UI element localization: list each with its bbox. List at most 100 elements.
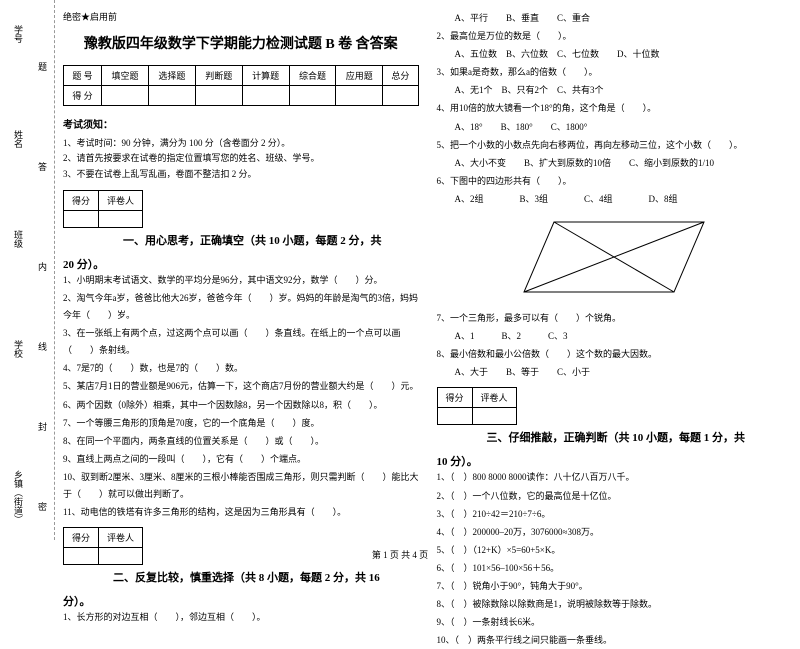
info-item: 2、请首先按要求在试卷的指定位置填写您的姓名、班级、学号。 xyxy=(63,151,419,166)
q-item: A、2组 B、3组 C、4组 D、8组 xyxy=(437,191,793,208)
q-item: A、五位数 B、六位数 C、七位数 D、十位数 xyxy=(437,46,793,63)
score-table: 题 号 填空题 选择题 判断题 计算题 综合题 应用题 总分 得 分 xyxy=(63,65,419,106)
scorer-person: 评卷人 xyxy=(99,528,143,548)
exam-title: 豫教版四年级数学下学期能力检测试题 B 卷 含答案 xyxy=(63,33,419,53)
q-item: 4、（ ）200000–20万，3076000≈308万。 xyxy=(437,524,793,541)
scorer-score: 得分 xyxy=(437,388,472,408)
question-list-2: A、平行 B、垂直 C、重合 2、最高位是万位的数是（ ）。 A、五位数 B、六… xyxy=(437,10,793,208)
td xyxy=(102,86,149,106)
th: 填空题 xyxy=(102,66,149,86)
td xyxy=(383,86,418,106)
exam-info-heading: 考试须知： xyxy=(63,116,419,131)
margin-label-id: 学号 xyxy=(12,25,25,43)
q-item: 2、（ ）一个八位数，它的最高位是十亿位。 xyxy=(437,488,793,505)
td xyxy=(336,86,383,106)
exam-info-list: 1、考试时间：90 分钟，满分为 100 分（含卷面分 2 分）。 2、请首先按… xyxy=(63,136,419,182)
th: 判断题 xyxy=(195,66,242,86)
left-column: 绝密★启用前 豫教版四年级数学下学期能力检测试题 B 卷 含答案 题 号 填空题… xyxy=(63,10,419,540)
seal-char: 答 xyxy=(38,160,47,173)
td xyxy=(148,86,195,106)
th: 应用题 xyxy=(336,66,383,86)
q-item: 9、（ ）一条射线长6米。 xyxy=(437,614,793,631)
scorer-person: 评卷人 xyxy=(99,190,143,210)
question-list-2b: 7、一个三角形，最多可以有（ ）个锐角。 A、1 B、2 C、3 8、最小倍数和… xyxy=(437,310,793,381)
q-item: 8、在同一个平面内，两条直线的位置关系是（ ）或（ ）。 xyxy=(63,433,419,450)
q-item: 1、长方形的对边互相（ ），邻边互相（ ）。 xyxy=(63,609,419,626)
q-item: 2、最高位是万位的数是（ ）。 xyxy=(437,28,793,45)
q-item: 8、最小倍数和最小公倍数（ ）这个数的最大因数。 xyxy=(437,346,793,363)
td xyxy=(195,86,242,106)
q-item: 10、驭到断2厘米、3厘米、8厘米的三根小棒能否围成三角形，则只需判断（ ）能比… xyxy=(63,469,419,503)
seal-char: 密 xyxy=(38,500,47,513)
q-item: 5、把一个小数的小数点先向右移两位，再向左移动三位，这个小数（ ）。 xyxy=(437,137,793,154)
right-column: A、平行 B、垂直 C、重合 2、最高位是万位的数是（ ）。 A、五位数 B、六… xyxy=(437,10,793,540)
section-1-end: 20 分）。 xyxy=(63,259,104,271)
q-item: 6、（ ）101×56–100×56＋56。 xyxy=(437,560,793,577)
q-item: A、无1个 B、只有2个 C、共有3个 xyxy=(437,82,793,99)
section-1-header: 得分评卷人 一、用心思考，正确填空（共 10 小题，每题 2 分，共 xyxy=(63,190,419,248)
q-item: 5、某店7月1日的营业额是906元，估算一下，这个商店7月份的营业额大约是（ ）… xyxy=(63,378,419,395)
td xyxy=(289,86,336,106)
th: 选择题 xyxy=(148,66,195,86)
q-item: 8、（ ）被除数除以除数商是1，说明被除数等于除数。 xyxy=(437,596,793,613)
seal-char: 内 xyxy=(38,260,47,273)
page: 学号 姓名 班级 学校 乡镇（街道） 题 答 内 线 封 密 绝密★启用前 豫教… xyxy=(0,0,800,540)
q-item: 1、（ ）800 8000 8000读作：八十亿八百万八千。 xyxy=(437,469,793,486)
q-item: 3、（ ）210÷42＝210÷7÷6。 xyxy=(437,506,793,523)
th: 综合题 xyxy=(289,66,336,86)
q-item: 6、下图中的四边形共有（ ）。 xyxy=(437,173,793,190)
margin-label-town: 乡镇（街道） xyxy=(12,470,25,524)
section-3-end: 10 分）。 xyxy=(437,456,478,468)
q-item: A、1 B、2 C、3 xyxy=(437,328,793,345)
scorer-person: 评卷人 xyxy=(472,388,516,408)
secret-label: 绝密★启用前 xyxy=(63,10,419,23)
info-item: 1、考试时间：90 分钟，满分为 100 分（含卷面分 2 分）。 xyxy=(63,136,419,151)
margin-label-class: 班级 xyxy=(12,230,25,248)
th: 总分 xyxy=(383,66,418,86)
seal-char: 封 xyxy=(38,420,47,433)
rhombus-diagram xyxy=(504,212,724,302)
td xyxy=(437,408,472,425)
q-item: 9、直线上两点之间的一段叫（ ），它有（ ）个端点。 xyxy=(63,451,419,468)
section-1-title: 一、用心思考，正确填空（共 10 小题，每题 2 分，共 xyxy=(123,235,382,247)
q-item: 7、一个等腰三角形的顶角是70度，它的一个底角是（ ）度。 xyxy=(63,415,419,432)
q-item: A、大小不变 B、扩大到原数的10倍 C、缩小到原数的1/10 xyxy=(437,155,793,172)
scorer-box: 得分评卷人 xyxy=(63,190,143,228)
section-3-title: 三、仔细推敲，正确判断（共 10 小题，每题 1 分，共 xyxy=(487,432,746,444)
q-item: 7、（ ）锐角小于90°，钝角大于90°。 xyxy=(437,578,793,595)
q-item: 2、淘气今年a岁，爸爸比他大26岁，爸爸今年（ ）岁。妈妈的年龄是淘气的3倍，妈… xyxy=(63,290,419,324)
scorer-box: 得分评卷人 xyxy=(437,387,517,425)
seal-char: 题 xyxy=(38,60,47,73)
section-2-end: 分）。 xyxy=(63,596,91,608)
td xyxy=(472,408,516,425)
seal-char: 线 xyxy=(38,340,47,353)
margin-label-name: 姓名 xyxy=(12,130,25,148)
td xyxy=(242,86,289,106)
q-item: A、大于 B、等于 C、小于 xyxy=(437,364,793,381)
section-3-header: 得分评卷人 三、仔细推敲，正确判断（共 10 小题，每题 1 分，共 xyxy=(437,387,793,445)
q-item: 11、动电信的铁塔有许多三角形的结构，这是因为三角形具有（ ）。 xyxy=(63,504,419,521)
q-item: 1、小明期末考试语文、数学的平均分是96分，其中语文92分，数学（ ）分。 xyxy=(63,272,419,289)
td xyxy=(64,210,99,227)
td xyxy=(99,210,143,227)
q-item: 3、如果a是奇数，那么a的倍数（ ）。 xyxy=(437,64,793,81)
q-item: 4、7是7的（ ）数，也是7的（ ）数。 xyxy=(63,360,419,377)
scorer-score: 得分 xyxy=(64,528,99,548)
info-item: 3、不要在试卷上乱写乱画，卷面不整洁扣 2 分。 xyxy=(63,167,419,182)
scorer-score: 得分 xyxy=(64,190,99,210)
q-item: 7、一个三角形，最多可以有（ ）个锐角。 xyxy=(437,310,793,327)
q-item: A、平行 B、垂直 C、重合 xyxy=(437,10,793,27)
question-list-1: 1、小明期末考试语文、数学的平均分是96分，其中语文92分，数学（ ）分。 2、… xyxy=(63,272,419,521)
q-item: A、18° B、180° C、1800° xyxy=(437,119,793,136)
page-footer: 第 1 页 共 4 页 xyxy=(0,548,800,561)
q-item: 6、两个因数（0除外）相乘，其中一个因数除8，另一个因数除以8，积（ ）。 xyxy=(63,397,419,414)
q-item: 4、用10倍的放大镜看一个18°的角，这个角是（ ）。 xyxy=(437,100,793,117)
q-item: 3、在一张纸上有两个点，过这两个点可以画（ ）条直线。在纸上的一个点可以画（ ）… xyxy=(63,325,419,359)
question-2-start: 1、长方形的对边互相（ ），邻边互相（ ）。 xyxy=(63,609,419,626)
q-item: 10、（ ）两条平行线之间只能画一条垂线。 xyxy=(437,632,793,649)
content: 绝密★启用前 豫教版四年级数学下学期能力检测试题 B 卷 含答案 题 号 填空题… xyxy=(55,0,800,540)
td: 得 分 xyxy=(64,86,102,106)
margin-label-school: 学校 xyxy=(12,340,25,358)
section-2-title: 二、反复比较，慎重选择（共 8 小题，每题 2 分，共 16 xyxy=(113,572,380,584)
th: 计算题 xyxy=(242,66,289,86)
